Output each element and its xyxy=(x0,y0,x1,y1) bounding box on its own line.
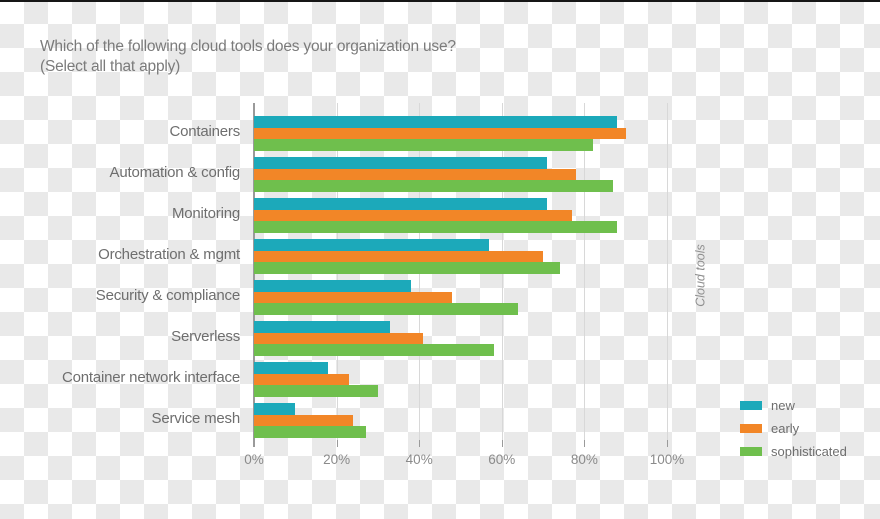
bar-early-4 xyxy=(254,291,453,304)
bar-early-3 xyxy=(254,250,544,263)
axis-tick-60% xyxy=(501,440,503,447)
bar-group-4 xyxy=(254,280,667,316)
axis-tick-40% xyxy=(419,440,421,447)
axis-tick-100% xyxy=(667,440,668,447)
legend-item-new: new xyxy=(740,394,847,417)
axis-tick-0% xyxy=(254,440,255,447)
axis-tick-20% xyxy=(336,440,338,447)
bar-early-2 xyxy=(254,209,572,222)
legend: new early sophisticated xyxy=(740,394,847,463)
bar-group-6 xyxy=(254,362,667,398)
x-tick-label-0%: 0% xyxy=(244,452,264,467)
bar-early-5 xyxy=(254,332,424,345)
bar-group-5 xyxy=(254,321,667,357)
bar-sophisticated-4 xyxy=(254,303,519,316)
bar-group-7 xyxy=(254,403,667,439)
legend-swatch-new xyxy=(740,400,762,411)
x-tick-label-20%: 20% xyxy=(323,452,351,467)
bar-sophisticated-1 xyxy=(254,180,614,193)
axis-tick-80% xyxy=(584,440,586,447)
bar-sophisticated-2 xyxy=(254,221,618,234)
bar-group-2 xyxy=(254,198,667,234)
bar-group-1 xyxy=(254,157,667,193)
category-label-7: Service mesh xyxy=(151,410,241,427)
category-label-5: Serverless xyxy=(171,328,240,345)
bar-new-7 xyxy=(254,403,296,415)
category-label-4: Security & compliance xyxy=(95,287,240,304)
category-label-1: Automation & config xyxy=(109,164,241,181)
category-label-6: Container network interface xyxy=(61,369,240,386)
chart-title-line2: (Select all that apply) xyxy=(40,58,181,75)
legend-item-early: early xyxy=(740,417,847,440)
x-tick-label-100%: 100% xyxy=(649,452,685,467)
legend-label-sophisticated: sophisticated xyxy=(771,444,847,459)
bar-new-4 xyxy=(254,280,411,292)
plot-area xyxy=(253,103,668,447)
bar-new-2 xyxy=(254,198,548,210)
category-label-3: Orchestration & mgmt xyxy=(98,246,240,263)
bar-sophisticated-5 xyxy=(254,344,494,357)
bar-new-5 xyxy=(254,321,391,333)
x-tick-label-80%: 80% xyxy=(570,452,598,467)
legend-label-early: early xyxy=(771,421,800,436)
gridline-100% xyxy=(667,103,668,440)
legend-swatch-early xyxy=(740,423,762,434)
y-axis-label: Cloud tools xyxy=(693,244,708,307)
bar-sophisticated-6 xyxy=(254,385,378,398)
bar-new-1 xyxy=(254,157,548,169)
bar-early-1 xyxy=(254,168,577,181)
x-tick-label-40%: 40% xyxy=(405,452,433,467)
legend-label-new: new xyxy=(771,398,795,413)
gridline-80% xyxy=(584,103,586,440)
x-tick-label-60%: 60% xyxy=(488,452,516,467)
bar-early-0 xyxy=(254,127,626,140)
chart-title-line1: Which of the following cloud tools does … xyxy=(40,38,456,55)
bar-new-0 xyxy=(254,116,618,128)
legend-swatch-sophisticated xyxy=(740,446,762,457)
bar-early-7 xyxy=(254,414,354,427)
category-label-2: Monitoring xyxy=(171,205,240,222)
bar-early-6 xyxy=(254,373,349,386)
y-axis-line xyxy=(253,103,255,447)
bar-new-6 xyxy=(254,362,329,374)
top-border-line xyxy=(0,0,880,2)
bar-new-3 xyxy=(254,239,490,251)
bar-group-0 xyxy=(254,116,667,152)
legend-item-sophisticated: sophisticated xyxy=(740,440,847,463)
bar-sophisticated-3 xyxy=(254,262,560,275)
chart-title: Which of the following cloud tools does … xyxy=(40,37,456,77)
bar-sophisticated-7 xyxy=(254,426,366,439)
category-label-0: Containers xyxy=(169,123,240,140)
bar-group-3 xyxy=(254,239,667,275)
bar-sophisticated-0 xyxy=(254,139,593,152)
